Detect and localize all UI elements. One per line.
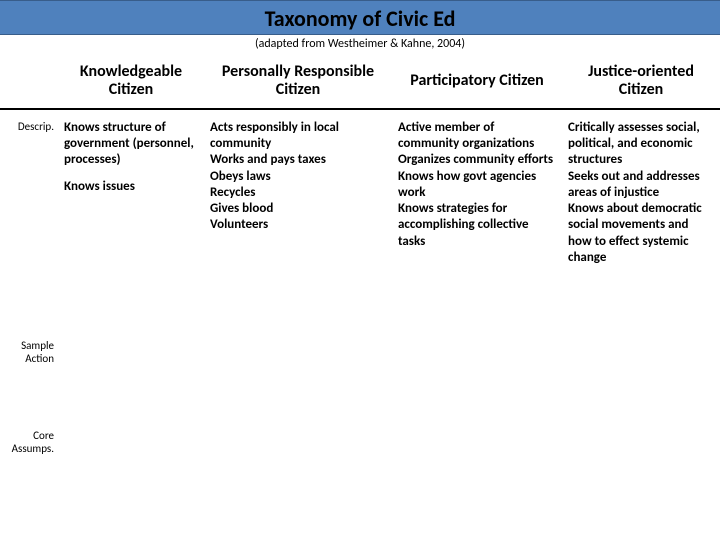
taxonomy-table: Knowledgeable Citizen Personally Respons…: [0, 57, 720, 509]
row-label-sample-action: Sample Action: [0, 329, 58, 419]
page-subtitle: (adapted from Westheimer & Kahne, 2004): [0, 35, 720, 57]
cell-sample-knowledgeable: [58, 329, 204, 419]
title-band: Taxonomy of Civic Ed: [0, 0, 720, 35]
cell-core-participatory: [392, 419, 562, 509]
cell-sample-justice-oriented: [562, 329, 720, 419]
col-header-personally-responsible: Personally Responsible Citizen: [204, 57, 392, 109]
col-header-participatory: Participatory Citizen: [392, 57, 562, 109]
row-sample-action: Sample Action: [0, 329, 720, 419]
cell-core-personally-responsible: [204, 419, 392, 509]
cell-descrip-knowledgeable: Knows structure of government (personnel…: [58, 109, 204, 329]
corner-cell: [0, 57, 58, 109]
row-label-description: Descrip.: [0, 109, 58, 329]
column-header-row: Knowledgeable Citizen Personally Respons…: [0, 57, 720, 109]
cell-sample-personally-responsible: [204, 329, 392, 419]
cell-sample-participatory: [392, 329, 562, 419]
cell-core-knowledgeable: [58, 419, 204, 509]
page-title: Taxonomy of Civic Ed: [0, 5, 720, 32]
cell-descrip-participatory: Active member of community organizations…: [392, 109, 562, 329]
row-label-core-assumps: Core Assumps.: [0, 419, 58, 509]
cell-core-justice-oriented: [562, 419, 720, 509]
row-core-assumps: Core Assumps.: [0, 419, 720, 509]
row-description: Descrip. Knows structure of government (…: [0, 109, 720, 329]
col-header-justice-oriented: Justice-oriented Citizen: [562, 57, 720, 109]
col-header-knowledgeable: Knowledgeable Citizen: [58, 57, 204, 109]
cell-descrip-personally-responsible: Acts responsibly in local communityWorks…: [204, 109, 392, 329]
cell-descrip-justice-oriented: Critically assesses social, political, a…: [562, 109, 720, 329]
